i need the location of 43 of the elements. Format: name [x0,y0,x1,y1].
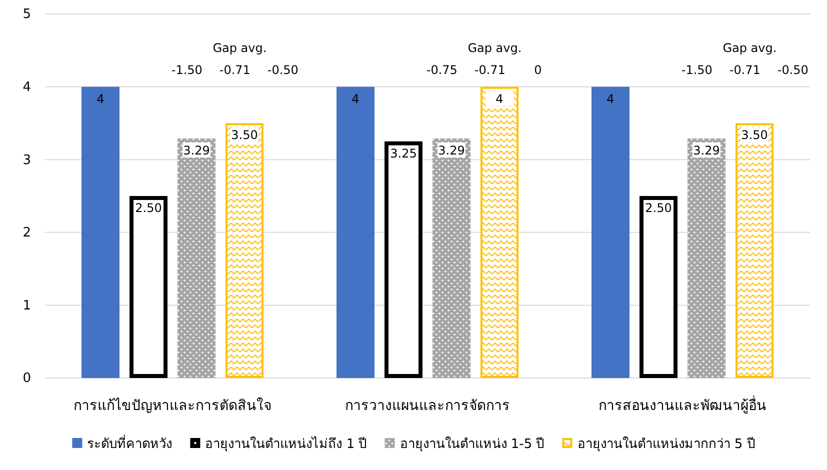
data-label: 3.29 [183,143,210,158]
y-tick-label: 0 [22,371,31,386]
data-label: 4 [352,92,360,106]
annotation: -0.50 [777,63,808,77]
data-label: 2.50 [135,201,162,215]
data-label: 4 [496,92,504,106]
y-tick-label: 4 [22,80,31,95]
annotation: -0.75 [426,63,458,77]
y-tick-label: 3 [22,152,31,168]
annotation: -0.71 [729,63,760,77]
legend-label: อายุงานในตำแหน่งไม่ถึง 1 ปี [205,436,367,452]
annotation: -0.71 [474,63,506,77]
annotation: -0.71 [219,63,250,77]
annotation: Gap avg. [468,41,522,55]
bar [178,138,216,378]
annotation: -0.50 [267,63,298,77]
bar [432,138,470,378]
data-label: 3.29 [693,143,720,158]
annotation: Gap avg. [722,41,777,55]
annotation: 0 [534,63,542,77]
data-label: 4 [96,92,104,106]
bar [82,86,120,378]
data-label: 2.50 [645,201,672,215]
data-label: 3.25 [390,146,417,160]
bar [688,138,726,378]
y-tick-label: 2 [22,226,31,241]
data-label: 3.50 [741,128,768,142]
annotation: -1.50 [681,63,712,77]
legend-label: ระดับที่คาดหวัง [87,435,172,452]
x-tick-label: การวางแผนและการจัดการ [345,398,510,414]
y-tick-label: 5 [22,7,31,22]
data-label: 3.29 [438,143,465,158]
bar [592,86,630,378]
x-tick-label: การแก้ไขปัญหาและการตัดสินใจ [74,396,272,414]
data-label: 3.50 [231,128,258,142]
data-label: 4 [606,92,614,106]
legend-label: อายุงานในตำแหน่งมากกว่า 5 ปี [577,436,755,452]
legend-label: อายุงานในตำแหน่ง 1-5 ปี [400,436,544,452]
bar [336,86,374,378]
y-tick-label: 1 [22,298,31,314]
x-tick-label: การสอนงานและพัฒนาผู้อื่น [598,396,766,414]
annotation: -1.50 [171,63,202,77]
annotation: Gap avg. [212,41,267,55]
